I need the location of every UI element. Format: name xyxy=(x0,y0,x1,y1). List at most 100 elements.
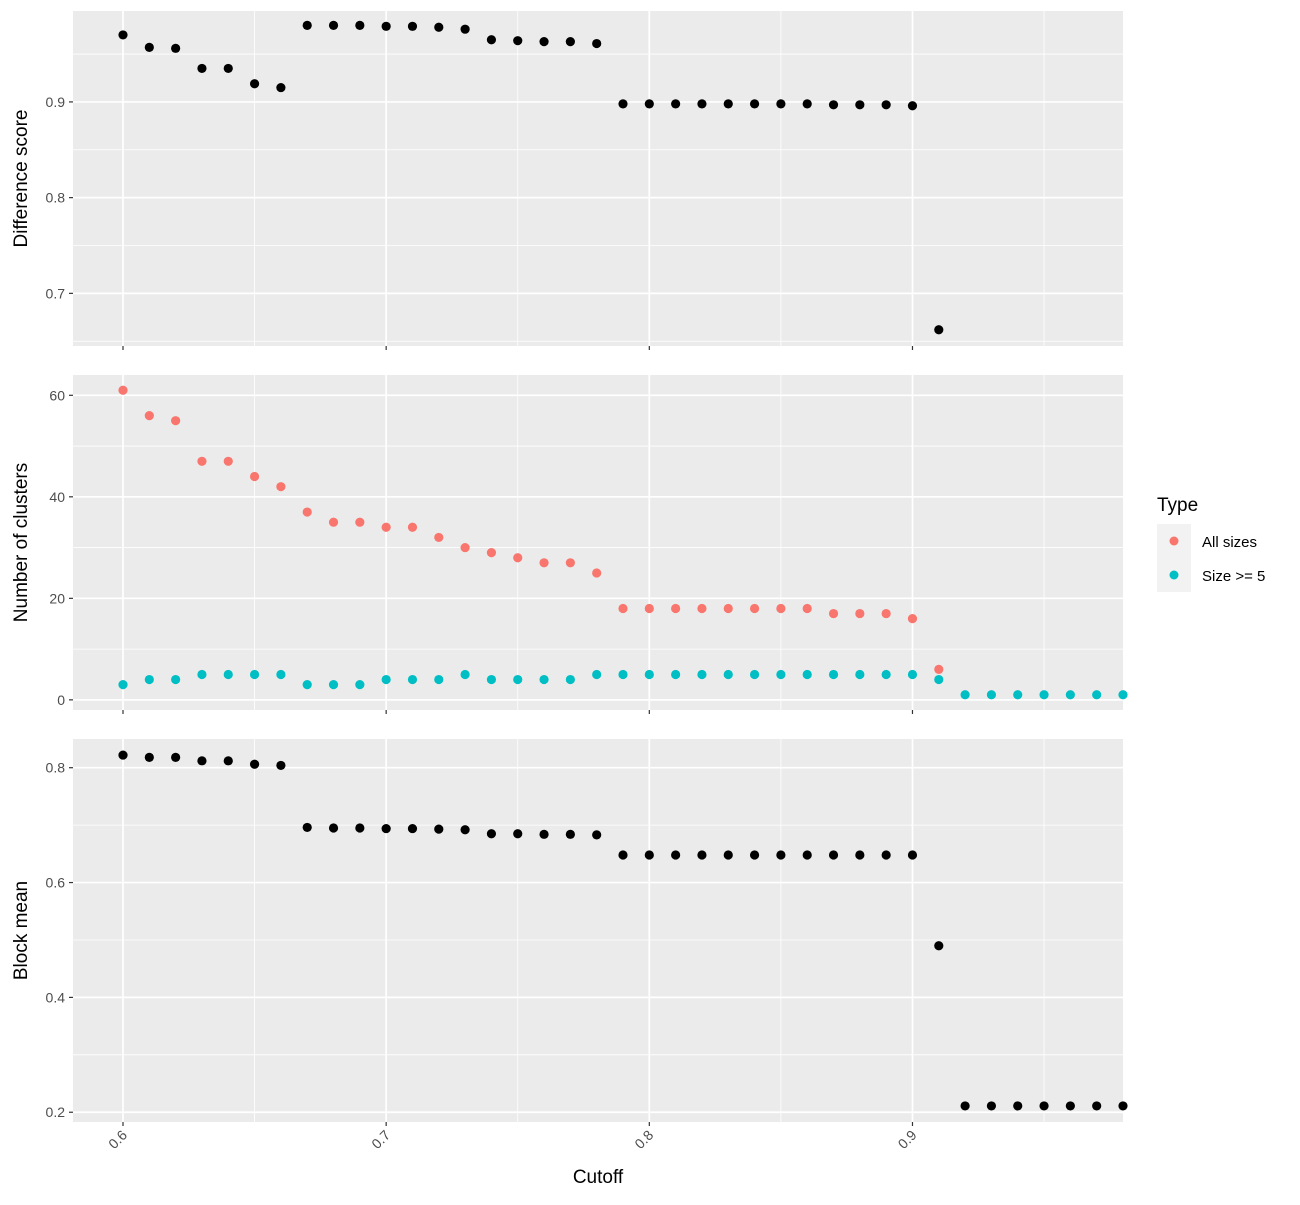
data-point xyxy=(907,850,918,860)
y-axis-title: Number of clusters xyxy=(11,463,32,622)
data-point xyxy=(697,669,707,680)
data-point xyxy=(802,603,812,614)
data-point xyxy=(249,759,260,769)
data-point xyxy=(671,669,681,680)
data-point xyxy=(144,752,154,762)
data-point xyxy=(697,603,707,614)
data-point xyxy=(618,850,628,860)
data-point xyxy=(907,669,918,680)
data-point xyxy=(513,36,523,46)
data-point xyxy=(328,823,339,833)
panel-2: 0.2 0.4 0.6 0.8 0.6 0.7 0.8 0.9 Block mean Cutoff xyxy=(11,739,1128,1188)
data-point xyxy=(223,456,233,466)
data-point xyxy=(855,669,865,680)
panel-background xyxy=(73,11,1123,346)
data-point xyxy=(539,674,549,685)
data-point xyxy=(934,325,944,335)
data-point xyxy=(407,674,418,685)
data-point xyxy=(328,517,339,527)
data-point xyxy=(460,542,470,553)
data-point xyxy=(592,38,602,49)
panel-1: 0 20 40 60 Number of clusters xyxy=(11,375,1128,714)
data-point xyxy=(592,568,602,578)
data-point xyxy=(723,99,733,109)
data-point xyxy=(749,669,760,680)
data-point xyxy=(302,822,312,833)
data-point xyxy=(355,680,365,690)
data-point xyxy=(1118,1101,1128,1111)
data-point xyxy=(486,548,497,558)
series-0 xyxy=(118,20,944,335)
data-point xyxy=(381,674,391,685)
data-point xyxy=(671,603,681,614)
data-point xyxy=(644,850,654,860)
data-point xyxy=(249,79,260,89)
y-tick-label: 0.4 xyxy=(46,989,66,1005)
data-point xyxy=(618,669,628,680)
data-point xyxy=(697,99,707,109)
data-point xyxy=(907,614,918,624)
legend-key-size-ge-5 xyxy=(1169,570,1179,580)
legend-label-size-ge-5: Size >= 5 xyxy=(1202,568,1265,585)
data-point xyxy=(1013,1101,1023,1111)
data-point xyxy=(802,669,812,680)
data-point xyxy=(1092,1101,1102,1111)
series-1 xyxy=(118,669,1128,700)
data-point xyxy=(407,21,418,31)
data-point xyxy=(539,829,549,839)
data-point xyxy=(381,21,391,31)
data-point xyxy=(302,20,312,30)
data-point xyxy=(565,37,575,47)
data-point xyxy=(197,756,207,766)
data-point xyxy=(881,100,891,110)
legend-title: Type xyxy=(1157,495,1198,516)
data-point xyxy=(223,756,233,766)
y-axis-title: Block mean xyxy=(11,881,32,980)
data-point xyxy=(723,603,733,614)
y-tick-label: 0.2 xyxy=(46,1104,66,1120)
y-tick-label: 60 xyxy=(49,387,65,403)
data-point xyxy=(934,941,944,951)
data-point xyxy=(355,823,365,833)
data-point xyxy=(855,608,865,619)
legend: Type All sizes Size >= 5 xyxy=(1157,495,1265,592)
data-point xyxy=(960,1101,970,1111)
data-point xyxy=(434,674,444,685)
data-point xyxy=(644,669,654,680)
y-tick-label: 0.6 xyxy=(46,875,66,891)
panel-background xyxy=(73,739,1123,1122)
x-tick-label: 0.7 xyxy=(368,1127,393,1152)
data-point xyxy=(355,517,365,527)
data-point xyxy=(828,850,839,860)
data-point xyxy=(539,37,549,47)
data-point xyxy=(644,603,654,614)
data-point xyxy=(118,385,128,395)
data-point xyxy=(486,674,497,685)
data-point xyxy=(171,416,181,426)
data-point xyxy=(907,101,918,111)
data-point xyxy=(434,22,444,32)
data-point xyxy=(355,20,365,30)
data-point xyxy=(118,680,128,690)
data-point xyxy=(460,669,470,680)
data-point xyxy=(855,100,865,110)
y-tick-label: 0.8 xyxy=(46,760,66,776)
data-point xyxy=(197,456,207,466)
data-point xyxy=(1039,690,1049,700)
data-point xyxy=(828,100,839,110)
data-point xyxy=(881,608,891,619)
data-point xyxy=(592,830,602,840)
data-point xyxy=(828,669,839,680)
data-point xyxy=(539,558,549,568)
data-point xyxy=(934,674,944,685)
data-point xyxy=(723,850,733,860)
data-point xyxy=(986,1101,997,1111)
data-point xyxy=(1092,690,1102,700)
data-point xyxy=(513,829,523,839)
data-point xyxy=(565,674,575,685)
data-point xyxy=(565,558,575,568)
data-point xyxy=(118,30,128,40)
data-point xyxy=(986,690,997,700)
legend-key-all-sizes xyxy=(1169,536,1179,546)
